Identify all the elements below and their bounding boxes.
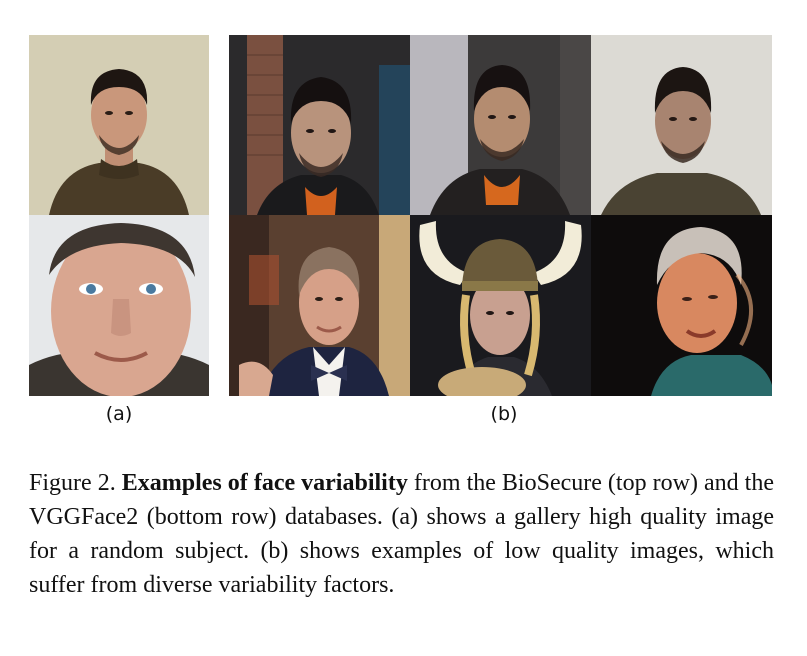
- photo-b-bottom-2: [410, 215, 591, 396]
- sublabel-b: (b): [490, 403, 518, 425]
- caption-prefix: Figure 2.: [29, 470, 116, 496]
- sublabel-a: (a): [105, 403, 133, 425]
- photo-a-top-gallery: [29, 35, 209, 215]
- photo-a-bottom-gallery: [29, 215, 209, 396]
- figure-caption: Figure 2. Examples of face variability f…: [29, 466, 774, 602]
- photo-b-top-1: [229, 35, 410, 215]
- photo-b-top-2: [410, 35, 591, 215]
- photo-b-bottom-1: [229, 215, 410, 396]
- photo-b-bottom-3: [591, 215, 772, 396]
- caption-bold-title: Examples of face variability: [121, 470, 408, 496]
- caption-text: from the BioSecure (top row) and the VGG…: [29, 470, 774, 598]
- photo-b-top-3: [591, 35, 772, 215]
